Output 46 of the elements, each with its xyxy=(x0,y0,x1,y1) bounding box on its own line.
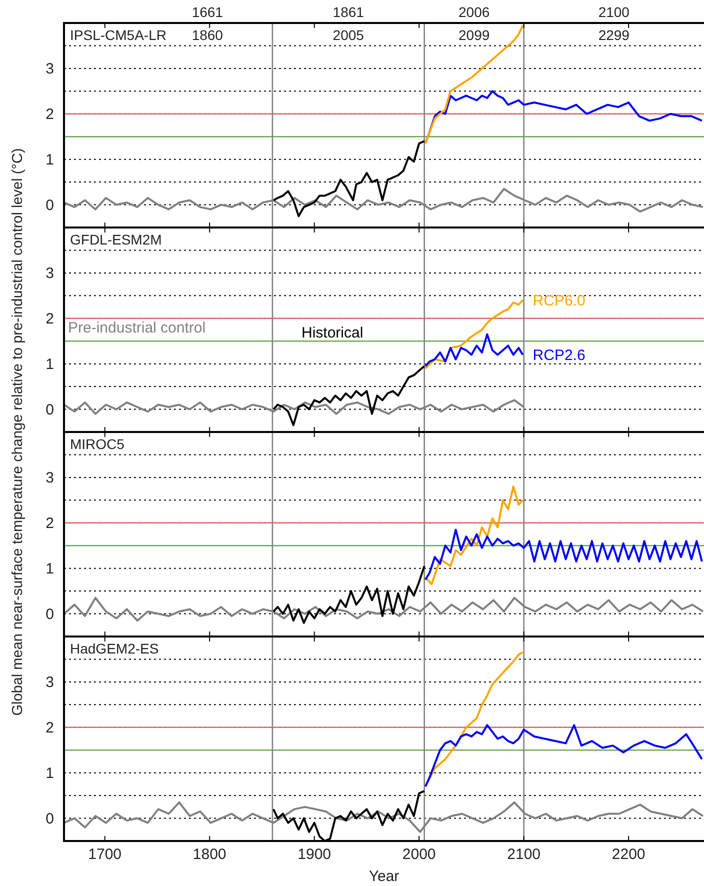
text: 1861 xyxy=(332,4,364,20)
y-tick-label: 0 xyxy=(46,606,54,624)
y-tick-label: 0 xyxy=(46,197,54,214)
text: 2100 xyxy=(598,4,630,20)
y-tick-label: 2 xyxy=(46,515,54,532)
line-series xyxy=(424,24,524,144)
line-series xyxy=(424,333,524,368)
x-axis-title: Year xyxy=(368,868,400,885)
x-tick-label: 2200 xyxy=(612,846,646,863)
x-tick-label: 2100 xyxy=(507,846,541,863)
annotation: 1860 xyxy=(192,27,224,43)
chart-title: HadGEM2-ES xyxy=(70,640,159,656)
line-series xyxy=(424,724,703,788)
series-label: RCP6.0 xyxy=(532,292,586,310)
text: 2006 xyxy=(458,4,490,20)
y-tick-label: 1 xyxy=(46,765,54,782)
y-tick-label: 2 xyxy=(46,310,54,328)
series-label: RCP2.6 xyxy=(532,346,586,364)
annotation: 2005 xyxy=(332,27,364,43)
x-tick-label: 1700 xyxy=(88,846,122,863)
line-series xyxy=(424,528,703,581)
x-tick-label: 1900 xyxy=(298,846,332,863)
chart-title: MIROC5 xyxy=(70,436,125,452)
y-tick-label: 1 xyxy=(46,356,54,374)
y-tick-label: 2 xyxy=(46,720,54,737)
y-tick-label: 1 xyxy=(46,152,54,169)
y-tick-label: 3 xyxy=(46,470,54,487)
chart-title: IPSL-CM5A-LR xyxy=(70,27,166,43)
y-tick-label: 0 xyxy=(46,810,54,828)
text: Pre-industrial control xyxy=(68,320,206,337)
y-tick-label: 3 xyxy=(46,60,54,78)
annotation: 2099 xyxy=(458,27,490,43)
y-tick-label: 0 xyxy=(46,402,54,419)
y-tick-label: 1 xyxy=(46,560,54,578)
y-tick-label: 2 xyxy=(46,106,54,124)
x-tick-label: 2000 xyxy=(402,846,436,863)
x-tick-label: 1800 xyxy=(192,846,226,863)
text: Historical xyxy=(301,324,364,342)
line-series xyxy=(424,299,524,370)
y-tick-label: 3 xyxy=(46,265,54,282)
annotation: 2299 xyxy=(598,27,630,43)
y-axis-title: Global mean near-surface temperature change relative to pre-industrial control level (°C) xyxy=(10,148,26,716)
line-series xyxy=(424,486,524,586)
chart-title: GFDL-ESM2M xyxy=(70,232,162,248)
text: 1661 xyxy=(192,4,224,20)
y-tick-label: 3 xyxy=(46,674,54,692)
